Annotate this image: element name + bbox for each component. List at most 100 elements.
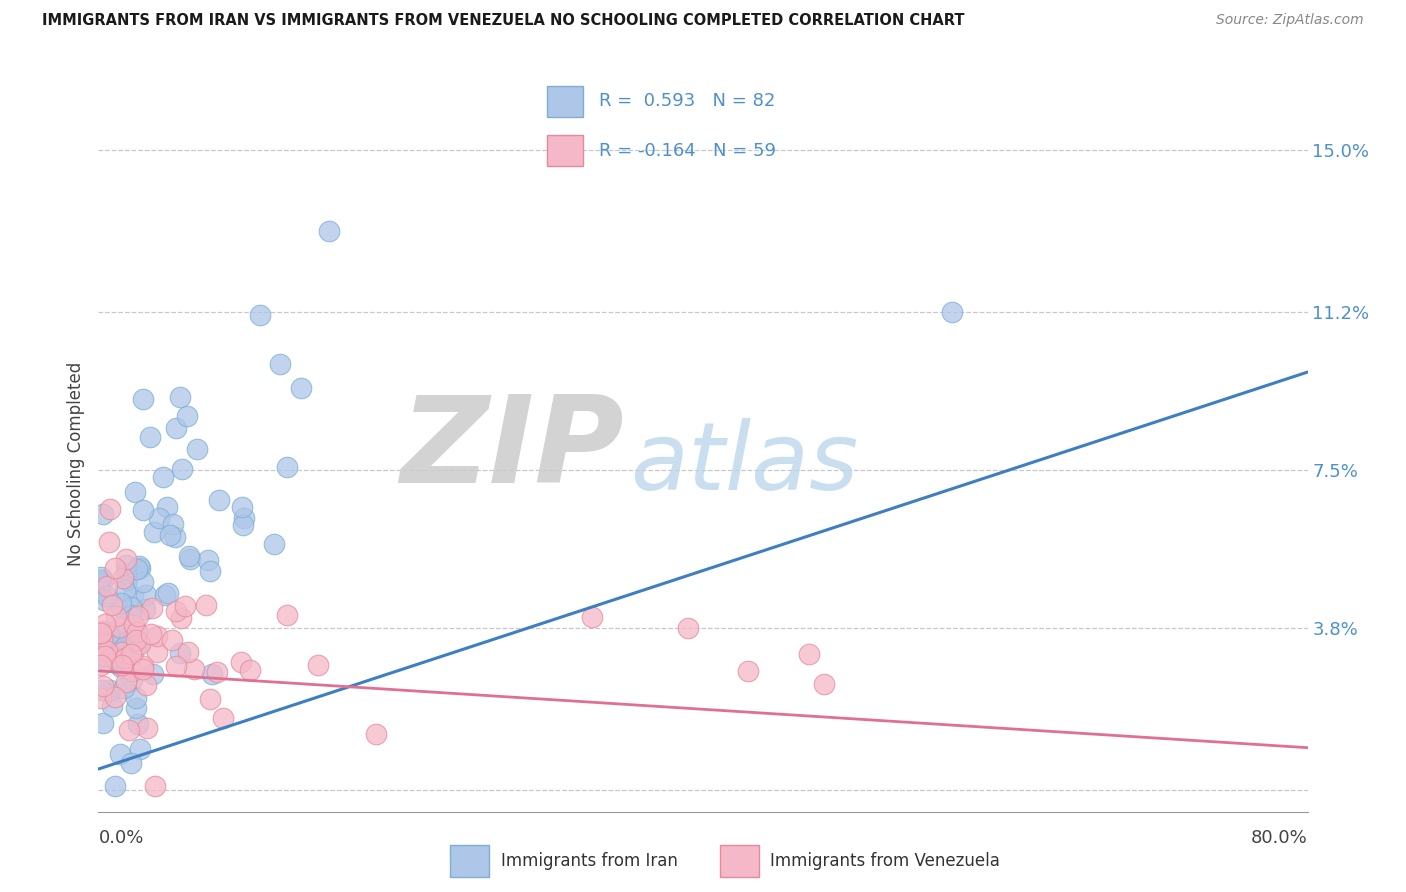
- Point: [172, 462, 194, 476]
- Point: [98, 501, 121, 516]
- Text: R = -0.164   N = 59: R = -0.164 N = 59: [599, 142, 776, 160]
- Point: [276, 459, 298, 474]
- Point: [124, 701, 146, 715]
- Point: [132, 503, 155, 517]
- Point: [276, 607, 298, 622]
- Point: [111, 570, 134, 584]
- Point: [290, 381, 312, 395]
- Point: [231, 655, 253, 669]
- Point: [91, 679, 114, 693]
- Point: [96, 636, 118, 650]
- Point: [132, 574, 155, 589]
- Y-axis label: No Schooling Completed: No Schooling Completed: [67, 362, 86, 566]
- Point: [170, 610, 193, 624]
- Point: [100, 682, 122, 697]
- Point: [112, 681, 135, 695]
- Point: [165, 530, 187, 544]
- Point: [107, 657, 129, 671]
- Point: [104, 779, 127, 793]
- Point: [141, 601, 163, 615]
- Point: [941, 305, 963, 319]
- Point: [307, 658, 329, 673]
- Point: [101, 698, 124, 713]
- Text: R =  0.593   N = 82: R = 0.593 N = 82: [599, 93, 775, 111]
- Point: [169, 390, 191, 404]
- Point: [125, 633, 148, 648]
- Point: [110, 645, 132, 659]
- Bar: [720, 845, 759, 877]
- Point: [232, 518, 254, 533]
- Point: [132, 392, 155, 406]
- Text: atlas: atlas: [630, 418, 859, 509]
- Point: [127, 625, 149, 640]
- Point: [156, 586, 179, 600]
- Point: [122, 589, 145, 603]
- Point: [177, 549, 201, 563]
- Point: [124, 485, 146, 500]
- Point: [162, 517, 184, 532]
- Point: [91, 508, 114, 522]
- Point: [139, 627, 162, 641]
- Point: [120, 599, 142, 614]
- Point: [135, 588, 157, 602]
- Point: [122, 618, 145, 632]
- Point: [176, 409, 198, 423]
- Point: [269, 357, 291, 371]
- Point: [135, 722, 157, 736]
- Point: [145, 779, 167, 793]
- Point: [160, 632, 183, 647]
- Point: [797, 647, 820, 661]
- Point: [208, 493, 231, 508]
- Point: [111, 636, 134, 650]
- Point: [174, 599, 197, 613]
- Point: [90, 626, 112, 640]
- Point: [91, 624, 114, 638]
- Point: [183, 662, 205, 676]
- Point: [96, 654, 118, 668]
- Point: [129, 561, 152, 575]
- Point: [98, 535, 121, 549]
- Point: [165, 421, 187, 435]
- Point: [115, 552, 138, 566]
- Text: Immigrants from Venezuela: Immigrants from Venezuela: [770, 852, 1000, 870]
- Point: [120, 648, 142, 662]
- Point: [135, 678, 157, 692]
- Text: ZIP: ZIP: [401, 392, 624, 508]
- Point: [318, 224, 340, 238]
- Bar: [450, 845, 489, 877]
- Point: [120, 756, 142, 770]
- Point: [198, 692, 221, 706]
- Text: 80.0%: 80.0%: [1251, 830, 1308, 847]
- Point: [91, 716, 114, 731]
- Point: [89, 573, 111, 587]
- Point: [249, 308, 271, 322]
- Point: [239, 664, 262, 678]
- Point: [117, 570, 139, 584]
- Text: 0.0%: 0.0%: [98, 830, 143, 847]
- Point: [186, 442, 208, 456]
- Point: [96, 579, 118, 593]
- Point: [96, 589, 118, 603]
- Point: [90, 690, 112, 705]
- Point: [197, 553, 219, 567]
- Point: [105, 635, 128, 649]
- Point: [121, 673, 143, 687]
- Point: [125, 635, 148, 649]
- Point: [129, 742, 152, 756]
- Point: [155, 588, 177, 602]
- Point: [364, 727, 387, 741]
- Point: [91, 632, 114, 647]
- Point: [103, 624, 125, 638]
- Point: [179, 551, 201, 566]
- Point: [146, 645, 169, 659]
- Point: [139, 430, 162, 444]
- Point: [737, 664, 759, 678]
- Point: [108, 620, 131, 634]
- Point: [148, 511, 170, 525]
- Point: [165, 658, 187, 673]
- Point: [115, 558, 138, 573]
- Point: [90, 570, 112, 584]
- Point: [263, 537, 285, 551]
- Point: [108, 633, 131, 648]
- Point: [104, 690, 127, 704]
